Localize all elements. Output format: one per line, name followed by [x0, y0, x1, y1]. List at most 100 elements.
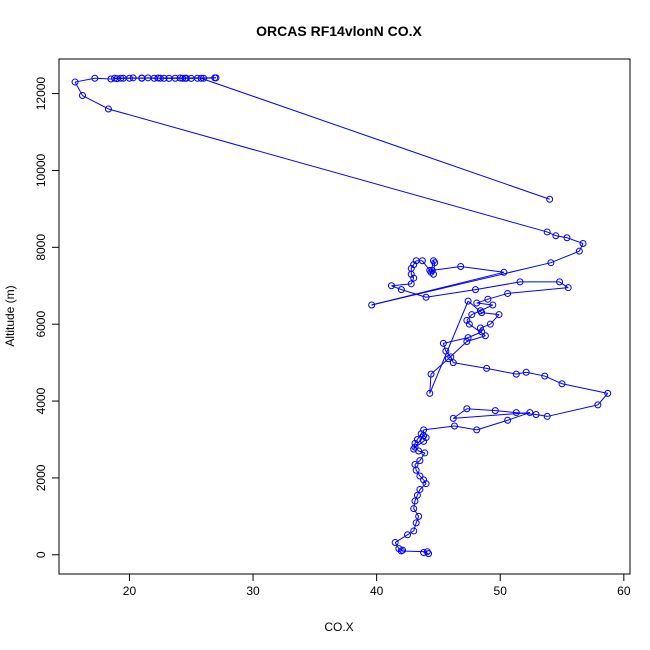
data-point: [546, 195, 554, 203]
data-point: [504, 416, 512, 424]
series-segment: [578, 243, 584, 252]
data-point: [558, 380, 566, 388]
data-point: [426, 266, 434, 274]
series-segment: [561, 383, 608, 394]
series-segment: [467, 331, 482, 339]
data-point: [516, 278, 524, 286]
data-point: [426, 389, 434, 397]
data-point: [543, 412, 551, 420]
series-segment: [480, 323, 491, 329]
data-point: [604, 389, 612, 397]
data-point: [439, 339, 447, 347]
data-point: [368, 301, 376, 309]
series-segment: [476, 298, 489, 304]
data-point: [407, 280, 415, 288]
data-point: [500, 268, 508, 276]
data-point: [125, 74, 133, 82]
data-point: [464, 297, 472, 305]
data-point: [484, 295, 492, 303]
data-point: [422, 293, 430, 301]
data-point: [91, 74, 99, 82]
series-segment: [443, 337, 469, 344]
data-point: [413, 491, 421, 499]
data-point: [399, 546, 407, 554]
series-segment: [394, 534, 408, 543]
data-point: [450, 422, 458, 430]
series-segment: [407, 530, 414, 536]
data-point: [395, 545, 403, 553]
y-tick-label: 8000: [34, 234, 48, 261]
data-point: [410, 505, 418, 513]
data-point: [429, 257, 437, 265]
series-segment: [466, 320, 470, 325]
series-segment: [200, 77, 550, 200]
data-point: [421, 449, 429, 457]
data-point: [391, 538, 399, 546]
series-segment: [82, 95, 109, 110]
series-segment: [559, 281, 569, 289]
series-segment: [94, 77, 111, 80]
chart-title: ORCAS RF14vlonN CO.X: [256, 23, 422, 39]
series-segment: [454, 425, 477, 431]
data-point: [541, 372, 549, 380]
series-segment: [413, 508, 420, 517]
series-segment: [413, 260, 417, 265]
series-segment: [535, 414, 548, 417]
series-segment: [419, 483, 427, 490]
data-point: [564, 284, 572, 292]
data-point: [156, 74, 164, 82]
data-point: [387, 282, 395, 290]
data-point: [532, 411, 540, 419]
data-point: [431, 259, 439, 267]
data-point: [200, 74, 208, 82]
y-tick-label: 0: [34, 551, 48, 558]
data-point: [129, 74, 137, 82]
series-segment: [430, 260, 434, 273]
data-point: [425, 550, 433, 558]
data-point: [579, 239, 587, 247]
y-tick-label: 2000: [34, 464, 48, 491]
data-point: [428, 266, 436, 274]
series-segment: [466, 314, 473, 321]
data-point: [404, 531, 412, 539]
x-tick-label: 20: [123, 584, 137, 598]
data-point: [449, 414, 457, 422]
data-point: [512, 409, 520, 417]
x-tick-label: 50: [494, 584, 508, 598]
series-segment: [453, 362, 487, 369]
data-point: [575, 247, 583, 255]
data-point: [411, 460, 419, 468]
data-point: [483, 364, 491, 372]
series-segment: [430, 358, 449, 375]
data-point: [416, 472, 424, 480]
series-segment: [371, 262, 552, 306]
x-tick-label: 30: [246, 584, 260, 598]
data-point: [420, 476, 428, 484]
series-segment: [401, 289, 427, 298]
y-axis: 0 2000 4000 6000 8000 10000 12000: [34, 77, 60, 558]
series-segment: [442, 343, 447, 352]
data-point: [486, 320, 494, 328]
series-segment: [555, 235, 568, 239]
series-segment: [419, 452, 426, 461]
series-segment: [597, 393, 609, 406]
series-segment: [453, 412, 530, 419]
data-point: [171, 74, 179, 82]
data-point: [78, 92, 86, 100]
series-segment: [410, 264, 415, 269]
data-point: [491, 407, 499, 415]
data-point: [468, 311, 476, 319]
series-segment: [423, 425, 455, 431]
data-point: [473, 426, 481, 434]
data-point: [71, 78, 79, 86]
data-point: [416, 457, 424, 465]
data-point: [423, 548, 431, 556]
series-segment: [550, 250, 580, 264]
data-point: [481, 332, 489, 340]
series-segment: [74, 81, 83, 96]
data-point: [418, 257, 426, 265]
data-point: [138, 74, 146, 82]
series-segment: [452, 408, 468, 419]
data-point: [552, 232, 560, 240]
series-segment: [547, 404, 598, 417]
